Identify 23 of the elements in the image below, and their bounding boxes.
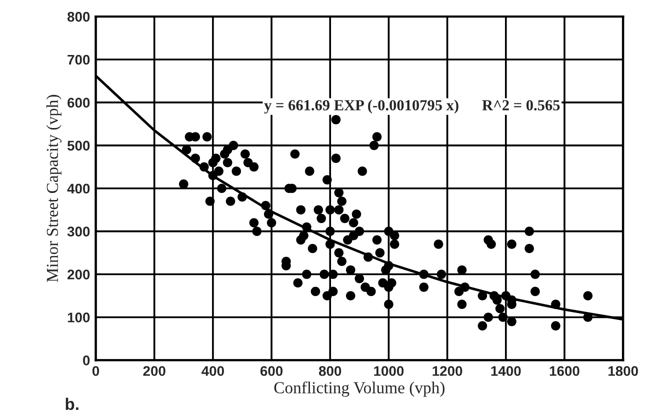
x-tick-label: 1400 [491,366,521,376]
annotation: y = 661.69 EXP (-0.0010795 x) R^2 = 0.565 [264,100,560,114]
y-tick-label: 600 [68,98,90,108]
y-axis-title: Minor Street Capacity (vph) [46,94,62,282]
x-axis-title: Conflicting Volume (vph) [274,381,444,397]
x-tick-label: 600 [260,366,283,376]
text: b. [66,398,78,410]
y-tick-label: 700 [68,54,90,65]
y-tick-label: 400 [67,184,90,194]
x-tick-label: 1200 [432,366,462,376]
y-tick-label: 200 [68,270,90,280]
x-tick-label: 1000 [374,366,404,376]
x-tick-label: 400 [202,366,224,376]
x-tick-label: 800 [318,366,342,376]
y-tick-label: 0 [83,356,90,366]
x-tick-label: 1600 [550,366,580,376]
y-tick-label: 100 [68,312,90,322]
y-tick-label: 300 [67,226,90,237]
y-tick-label: 800 [67,12,90,22]
x-tick-label: 0 [92,366,100,376]
y-tick-label: 500 [67,140,90,151]
x-tick-label: 200 [143,366,166,376]
x-tick-label: 1800 [608,366,638,376]
